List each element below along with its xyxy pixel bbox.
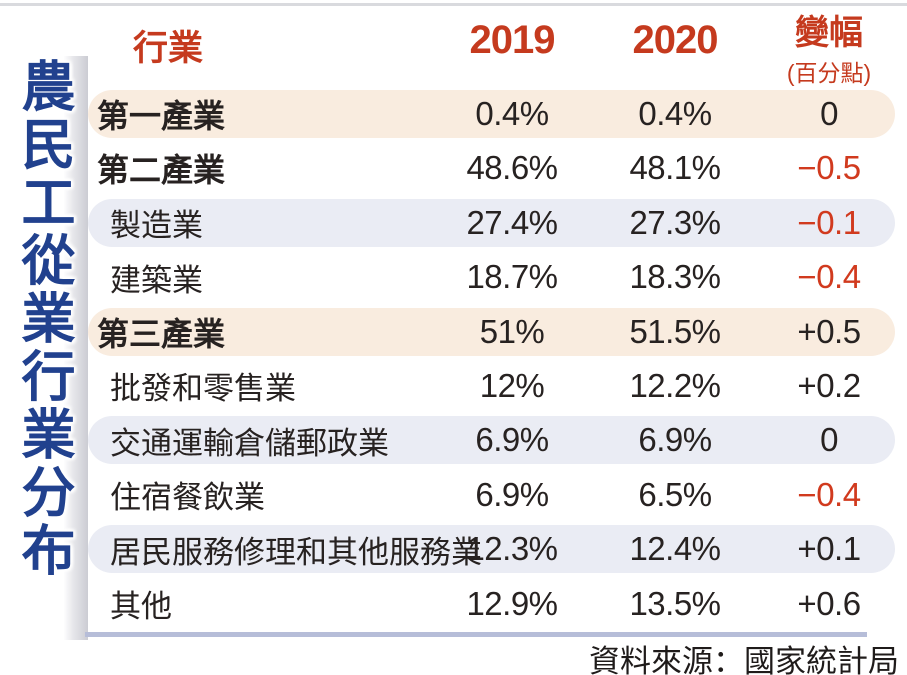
industry-cell: 第一產業: [97, 98, 226, 134]
value-2020: 18.3%: [629, 258, 721, 296]
value-2019: 48.6%: [466, 149, 558, 187]
column-header-change-label: 變幅: [795, 14, 863, 52]
bottom-divider: [85, 632, 867, 637]
industry-cell: 第二產業: [97, 152, 226, 189]
industry-cell: 交通運輸倉儲郵政業: [110, 425, 389, 461]
value-2020: 27.3%: [629, 203, 721, 241]
value-2019: 6.9%: [475, 475, 549, 513]
table-row: 建築業 18.7% 18.3% −0.4: [88, 253, 895, 301]
value-2020: 0.4%: [638, 95, 712, 132]
value-change: 0: [820, 95, 838, 132]
table-header: 行業 2019 2020 變幅 (百分點): [88, 8, 895, 88]
industry-cell: 住宿餐飲業: [110, 480, 265, 516]
value-2019: 0.4%: [475, 95, 549, 132]
value-2019: 12.9%: [466, 584, 558, 622]
industry-cell: 建築業: [110, 262, 203, 298]
table-row: 住宿餐飲業 6.9% 6.5% −0.4: [88, 471, 895, 519]
value-change: 0: [820, 421, 838, 459]
column-header-change: 變幅 (百分點): [763, 8, 895, 88]
table-row: 第一產業 0.4% 0.4% 0: [88, 90, 895, 138]
value-2019: 18.7%: [466, 258, 558, 296]
value-2019: 12.3%: [466, 530, 558, 568]
value-change: −0.4: [797, 258, 861, 296]
column-header-change-unit: (百分點): [786, 59, 872, 86]
value-2020: 6.5%: [638, 475, 712, 513]
value-change: +0.6: [797, 584, 861, 622]
value-2019: 27.4%: [466, 203, 558, 241]
title-background-strip: [64, 56, 88, 640]
value-change: +0.5: [797, 312, 861, 350]
column-header-2020: 2020: [632, 18, 719, 62]
column-header-industry: 行業: [133, 29, 204, 68]
source-note: 資料來源：國家統計局: [589, 644, 899, 675]
value-2019: 12%: [479, 366, 545, 404]
industry-cell: 其他: [110, 589, 172, 625]
value-2020: 51.5%: [629, 312, 721, 350]
industry-cell: 居民服務修理和其他服務業: [110, 534, 482, 570]
value-2020: 6.9%: [638, 421, 712, 459]
top-divider: [0, 3, 907, 6]
value-change: +0.2: [797, 366, 861, 404]
table-row: 第二產業 48.6% 48.1% −0.5: [88, 144, 895, 192]
value-2020: 13.5%: [629, 584, 721, 622]
table-row: 居民服務修理和其他服務業 12.3% 12.4% +0.1: [88, 525, 895, 574]
value-2020: 12.2%: [629, 366, 721, 404]
column-header-2019: 2019: [469, 18, 556, 62]
value-2020: 48.1%: [629, 149, 721, 187]
value-2019: 6.9%: [475, 421, 549, 459]
table-row: 製造業 27.4% 27.3% −0.1: [88, 198, 895, 247]
industry-cell: 批發和零售業: [110, 371, 296, 407]
table-row: 其他 12.9% 13.5% +0.6: [88, 580, 895, 628]
industry-cell: 第三產業: [97, 315, 226, 352]
value-change: −0.1: [797, 203, 861, 241]
table-row: 批發和零售業 12% 12.2% +0.2: [88, 362, 895, 410]
value-2020: 12.4%: [629, 530, 721, 568]
value-change: +0.1: [797, 530, 861, 568]
value-change: −0.5: [797, 149, 861, 187]
page-title: 農民工從業行業分布: [12, 58, 76, 580]
table-row: 交通運輸倉儲郵政業 6.9% 6.9% 0: [88, 416, 895, 465]
table-body: 第一產業 0.4% 0.4% 0 第二產業 48.6% 48.1% −0.5 製…: [88, 90, 895, 628]
value-change: −0.4: [797, 475, 861, 513]
industry-cell: 製造業: [110, 208, 203, 244]
table-row: 第三產業 51% 51.5% +0.5: [88, 307, 895, 356]
value-2019: 51%: [479, 312, 545, 350]
